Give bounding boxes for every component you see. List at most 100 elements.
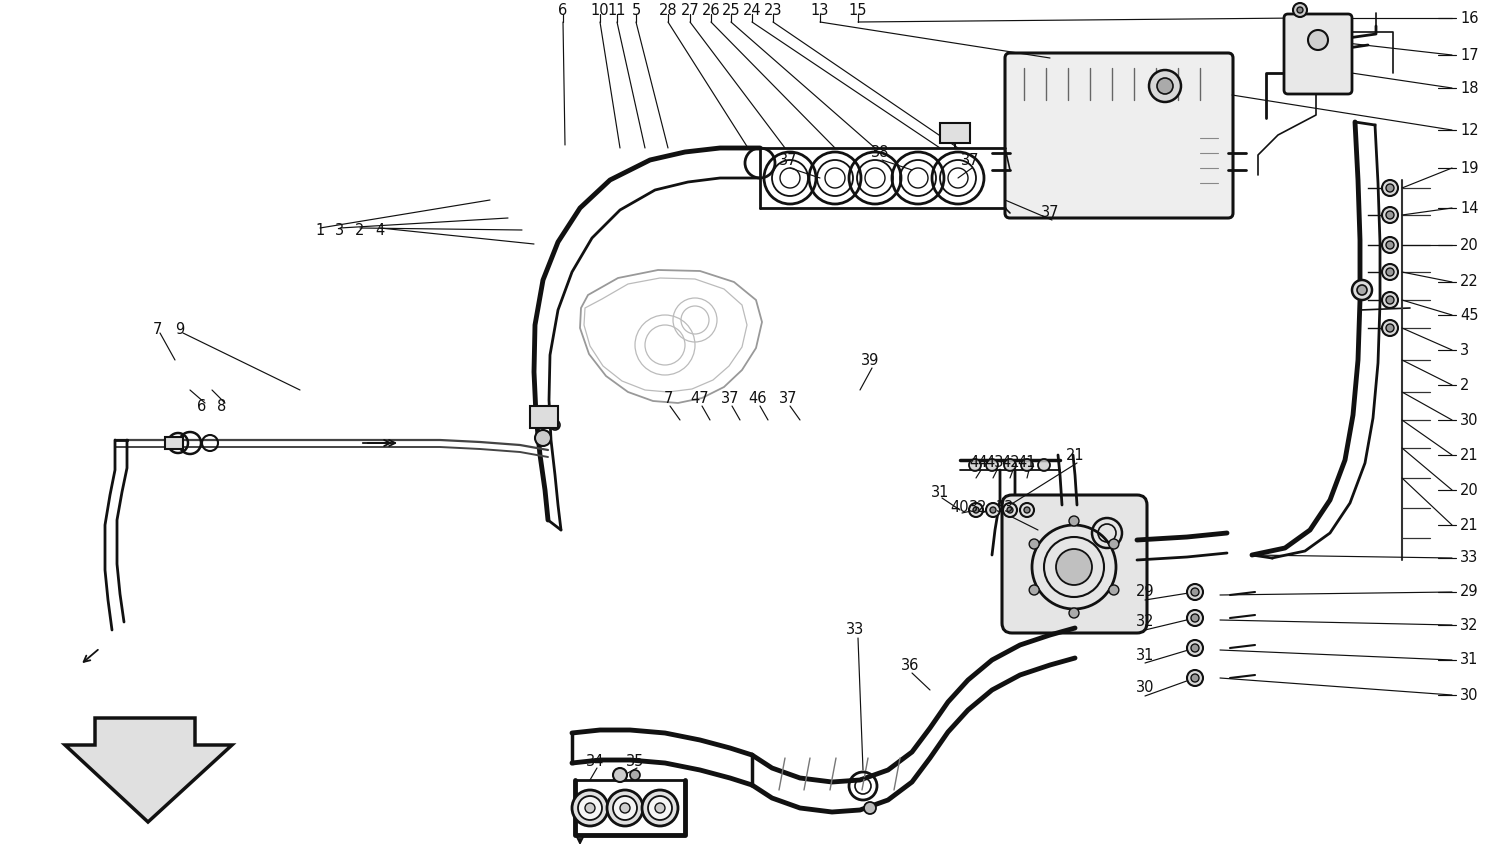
Circle shape [585,803,596,813]
Text: 30: 30 [1460,412,1479,428]
Circle shape [969,459,981,471]
Text: 45: 45 [1460,308,1479,322]
Circle shape [1186,640,1203,656]
Circle shape [1386,184,1394,192]
Text: 38: 38 [871,144,889,160]
Circle shape [536,430,550,446]
Circle shape [1191,674,1198,682]
Text: 21: 21 [1460,447,1479,462]
Text: 39: 39 [861,353,879,367]
Text: 37: 37 [1041,205,1059,219]
Circle shape [642,790,678,826]
Text: 32: 32 [1460,617,1479,632]
Circle shape [1386,241,1394,249]
Circle shape [614,796,638,820]
Circle shape [1386,211,1394,219]
Circle shape [1186,610,1203,626]
Text: 17: 17 [1460,48,1479,63]
Text: 40: 40 [951,500,969,514]
Text: 37: 37 [778,390,798,405]
Circle shape [974,507,980,513]
Circle shape [578,796,602,820]
Circle shape [1382,237,1398,253]
Bar [165,437,183,449]
Circle shape [614,768,627,782]
Text: 15: 15 [849,3,867,18]
Text: 20: 20 [1460,483,1479,497]
Circle shape [1149,70,1180,102]
Circle shape [1070,608,1078,618]
Text: 19: 19 [1460,161,1479,175]
Text: 1: 1 [315,223,324,237]
Circle shape [630,770,640,780]
Text: 47: 47 [690,390,709,405]
Text: 16: 16 [1460,10,1479,26]
Text: 13: 13 [812,3,830,18]
Text: 6: 6 [558,3,567,18]
Circle shape [1298,7,1304,13]
FancyBboxPatch shape [1005,53,1233,218]
Text: 24: 24 [742,3,762,18]
Text: 20: 20 [1460,237,1479,252]
Text: 37: 37 [960,152,980,167]
Circle shape [1382,320,1398,336]
Circle shape [1070,516,1078,526]
FancyBboxPatch shape [1002,495,1148,633]
Circle shape [1358,285,1366,295]
Circle shape [1386,268,1394,276]
Text: 6: 6 [198,399,207,413]
Circle shape [1020,503,1034,517]
Circle shape [1004,459,1016,471]
Circle shape [1191,644,1198,652]
Circle shape [1386,296,1394,304]
Text: 8: 8 [217,399,226,413]
Circle shape [1038,459,1050,471]
Text: 37: 37 [720,390,740,405]
Text: 42: 42 [1002,455,1020,469]
Circle shape [648,796,672,820]
Circle shape [1029,585,1039,595]
Circle shape [1108,539,1119,549]
Circle shape [1024,507,1030,513]
Text: 12: 12 [1460,122,1479,138]
Text: 14: 14 [1460,201,1479,216]
Circle shape [1029,539,1039,549]
Circle shape [986,503,1000,517]
Text: 33: 33 [846,622,864,638]
Circle shape [1004,503,1017,517]
Text: 25: 25 [722,3,741,18]
Text: 37: 37 [778,152,798,167]
Circle shape [1108,585,1119,595]
Circle shape [1382,264,1398,280]
Text: 10: 10 [591,3,609,18]
Polygon shape [64,718,232,822]
Text: 46: 46 [748,390,766,405]
Text: 21: 21 [1460,518,1479,532]
Circle shape [1191,614,1198,622]
Circle shape [1056,549,1092,585]
Circle shape [1382,207,1398,223]
Circle shape [1156,78,1173,94]
Circle shape [1191,588,1198,596]
Bar [940,123,970,143]
Text: 30: 30 [1136,681,1155,695]
Circle shape [1308,30,1328,50]
Circle shape [969,503,982,517]
Text: 31: 31 [1460,653,1479,667]
Text: 23: 23 [764,3,783,18]
Circle shape [1386,324,1394,332]
Circle shape [1022,459,1034,471]
FancyBboxPatch shape [1284,14,1352,94]
Circle shape [1382,180,1398,196]
Text: 9: 9 [176,322,184,337]
Text: 5: 5 [632,3,640,18]
Circle shape [990,507,996,513]
Text: 44: 44 [969,455,988,469]
Text: 35: 35 [626,755,644,769]
Text: 34: 34 [586,755,604,769]
Text: 11: 11 [608,3,627,18]
Text: 30: 30 [1460,688,1479,702]
Circle shape [572,790,608,826]
Text: 41: 41 [1017,455,1036,469]
Bar [530,406,558,428]
